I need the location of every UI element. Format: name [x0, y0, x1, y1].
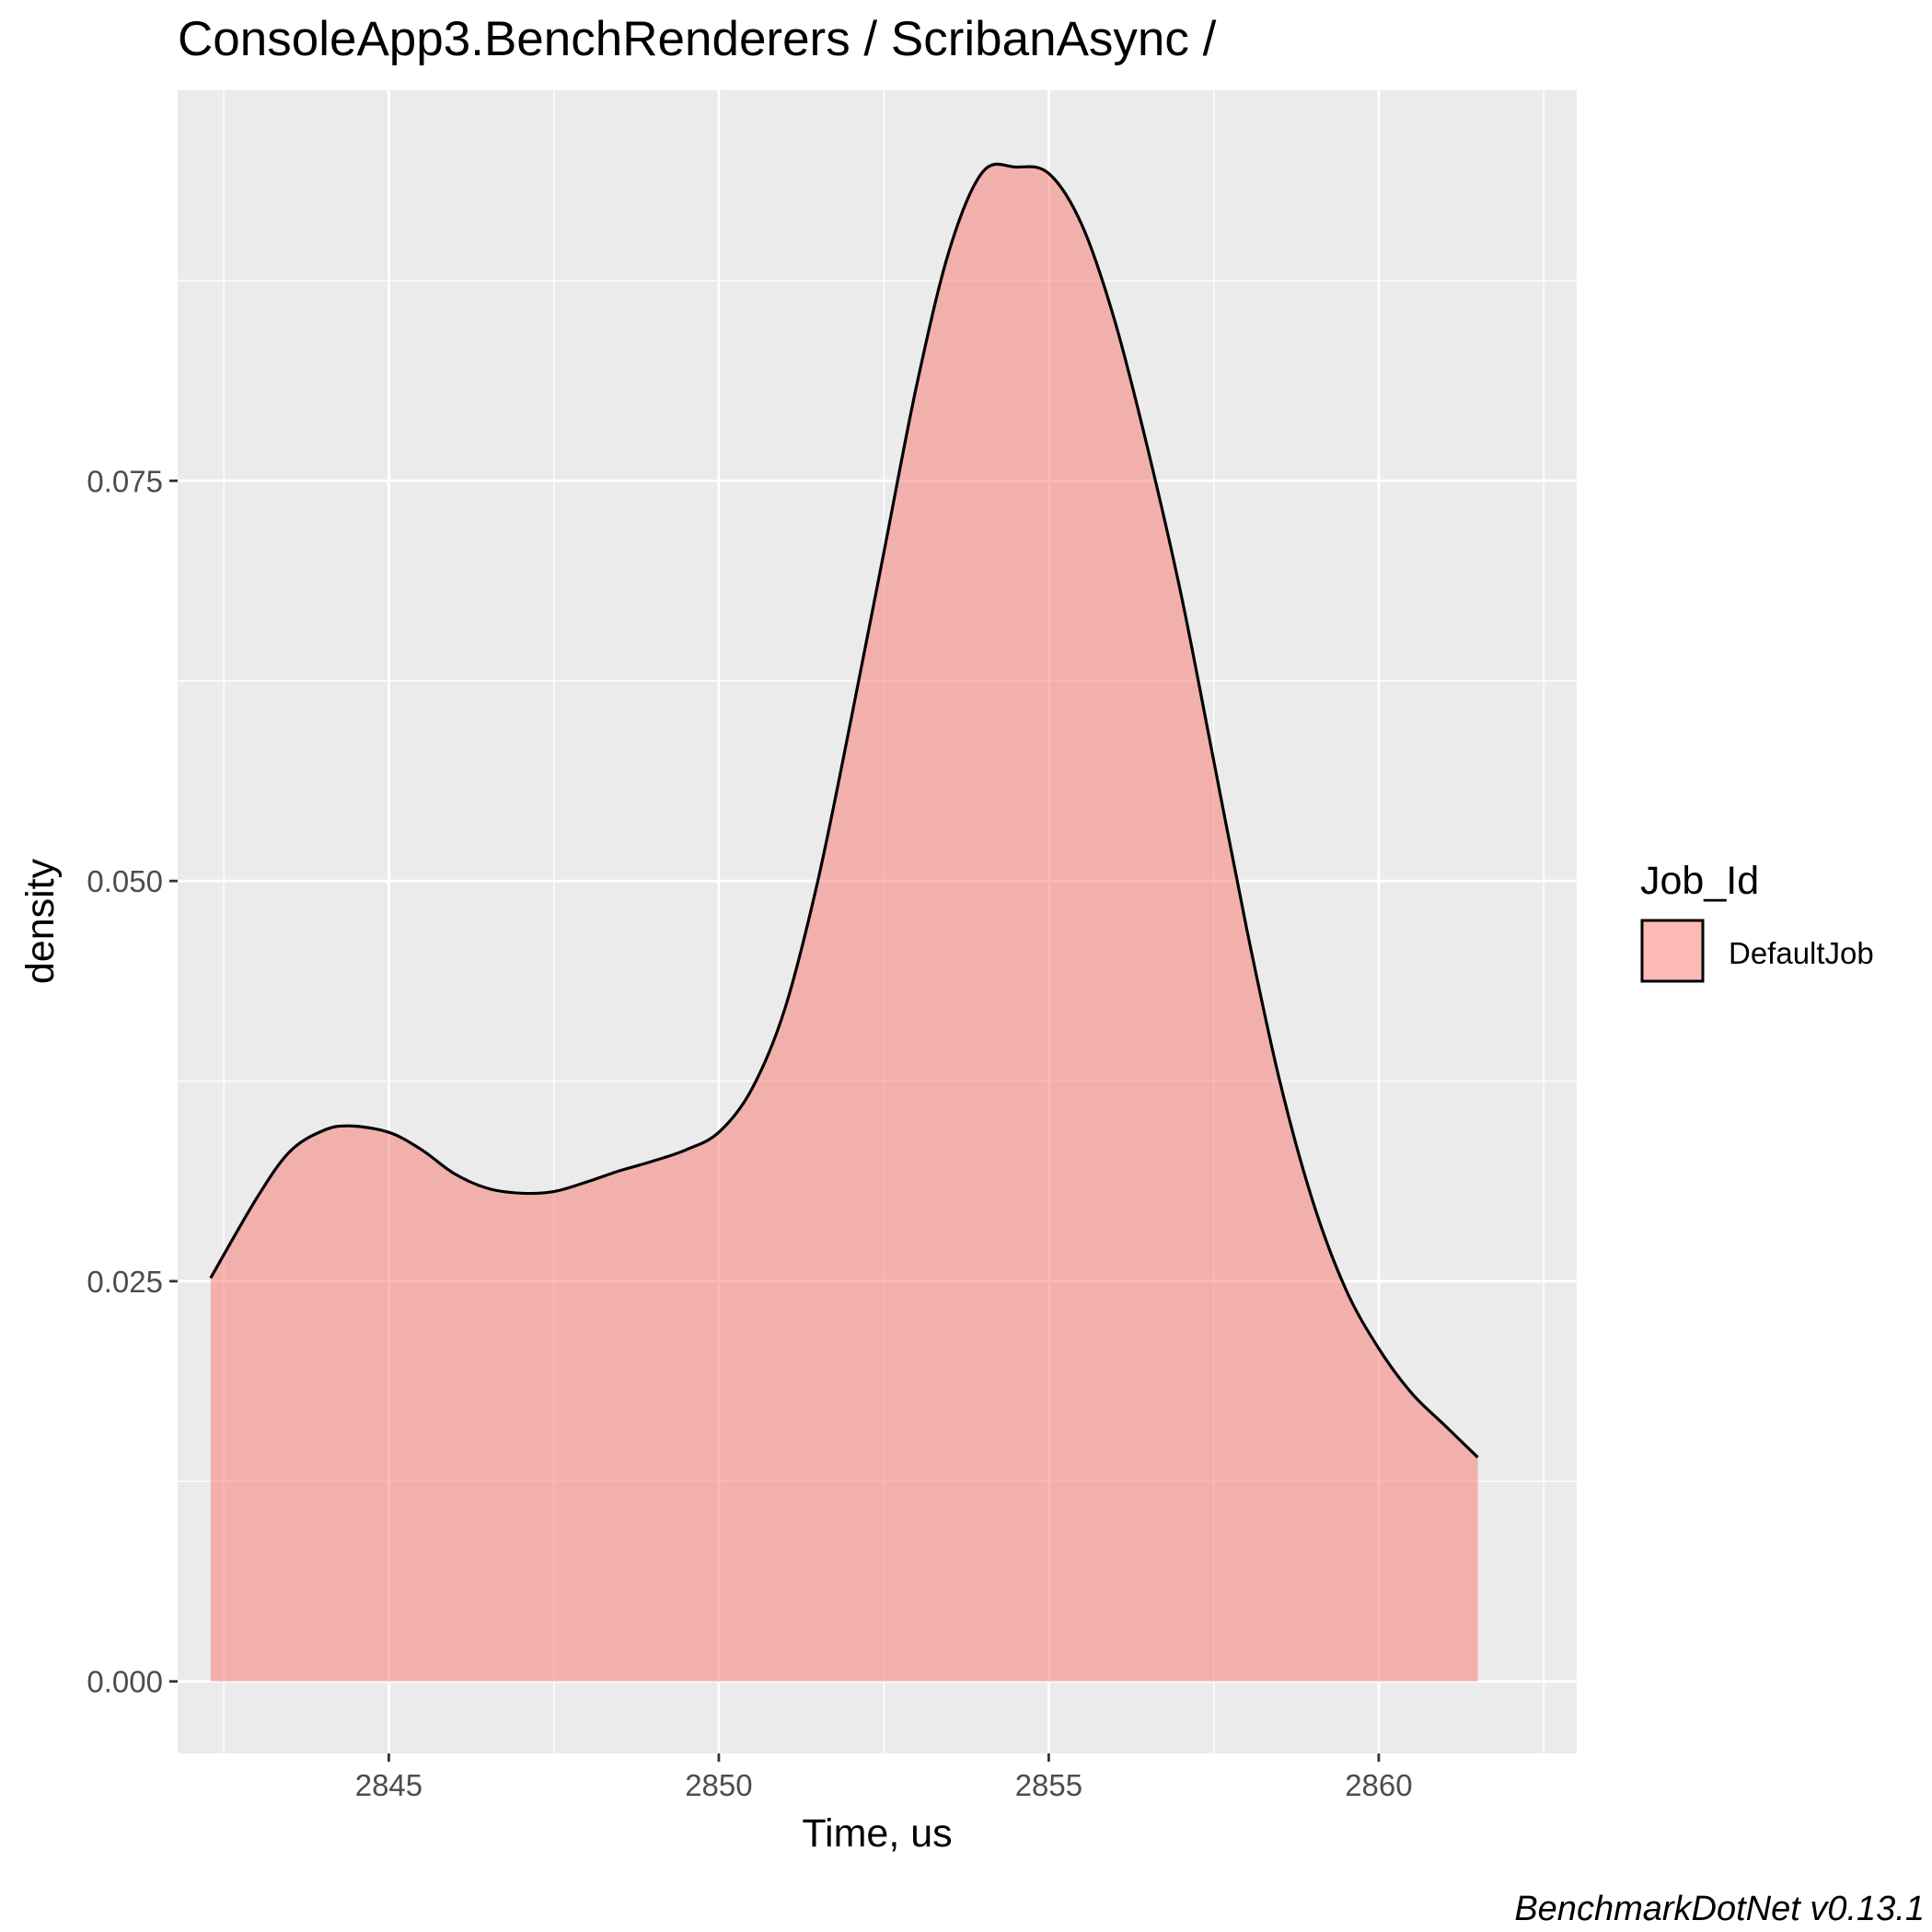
x-tick-label: 2855	[1015, 1768, 1082, 1802]
y-tick-label: 0.050	[87, 864, 163, 898]
density-area-fill	[210, 164, 1478, 1682]
tick-labels: 2845 2850 2855 2860 0.000 0.025 0.050 0.075	[87, 464, 1412, 1802]
y-tick-label: 0.025	[87, 1265, 163, 1299]
x-tick-label: 2850	[685, 1768, 752, 1802]
legend: Job_Id DefaultJob	[1640, 859, 1874, 983]
y-axis-title: density	[18, 858, 63, 984]
density-line	[209, 162, 1479, 1459]
x-axis-title: Time, us	[802, 1811, 952, 1856]
y-tick-label: 0.075	[87, 464, 163, 498]
data-layer	[209, 162, 1479, 1682]
x-tick-label: 2860	[1345, 1768, 1412, 1802]
legend-label-defaultjob: DefaultJob	[1729, 936, 1874, 970]
x-tick-label: 2845	[355, 1768, 422, 1802]
legend-key-defaultjob	[1640, 919, 1705, 983]
caption: BenchmarkDotNet v0.13.1	[1514, 1890, 1925, 1928]
axis-ticks	[169, 479, 1381, 1762]
legend-title: Job_Id	[1640, 859, 1759, 903]
chart-title: ConsoleApp3.BenchRenderers / ScribanAsyn…	[178, 12, 1217, 66]
y-tick-label: 0.000	[87, 1665, 163, 1699]
